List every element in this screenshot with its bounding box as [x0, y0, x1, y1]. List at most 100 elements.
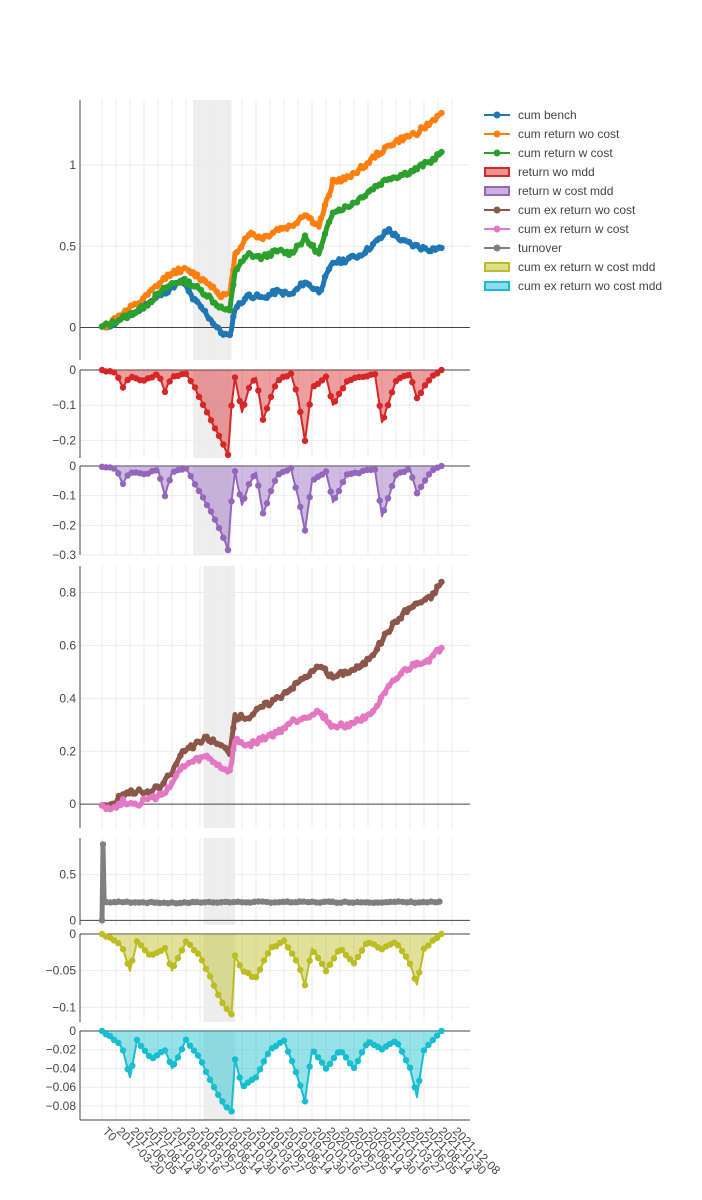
- data-point: [233, 249, 241, 256]
- legend-item[interactable]: cum ex return w cost mdd: [484, 257, 662, 276]
- legend-item[interactable]: cum return wo cost: [484, 124, 662, 143]
- data-point: [202, 1068, 210, 1076]
- data-point: [309, 711, 317, 718]
- y-tick-label: −0.2: [52, 433, 76, 447]
- data-point: [129, 1062, 136, 1069]
- data-point: [438, 930, 445, 938]
- data-point: [405, 238, 413, 246]
- data-point: [224, 546, 232, 554]
- data-point: [236, 962, 243, 969]
- highlight-region: [203, 838, 235, 925]
- data-point: [297, 241, 305, 248]
- legend-item[interactable]: cum ex return wo cost: [484, 200, 662, 219]
- data-point: [190, 1047, 198, 1054]
- data-point: [237, 244, 245, 251]
- data-point: [325, 218, 333, 226]
- data-point: [301, 982, 309, 989]
- data-point: [429, 155, 437, 162]
- data-point: [203, 501, 211, 509]
- legend-item[interactable]: return w cost mdd: [484, 181, 662, 200]
- data-point: [365, 655, 373, 663]
- data-point: [110, 369, 118, 376]
- data-point: [186, 1042, 194, 1049]
- data-point: [173, 772, 180, 779]
- legend-item[interactable]: cum return w cost: [484, 143, 662, 162]
- data-point: [241, 254, 249, 261]
- data-point: [156, 785, 163, 792]
- data-point: [353, 199, 361, 206]
- data-point: [292, 957, 300, 964]
- data-point: [425, 121, 433, 129]
- data-point: [310, 948, 318, 956]
- data-point: [376, 402, 383, 409]
- data-point: [119, 1047, 127, 1054]
- data-point: [345, 203, 353, 210]
- data-point: [338, 946, 346, 954]
- data-point: [205, 755, 213, 762]
- data-point: [260, 957, 268, 964]
- data-point: [199, 494, 207, 501]
- data-point: [350, 1064, 358, 1072]
- data-point: [195, 393, 203, 400]
- data-point: [182, 465, 190, 472]
- data-point: [337, 720, 345, 727]
- data-point: [429, 652, 437, 659]
- data-point: [438, 244, 445, 252]
- data-point: [194, 950, 202, 957]
- data-point: [326, 961, 334, 968]
- series-line: [100, 226, 443, 338]
- data-point: [161, 388, 169, 396]
- data-point: [124, 1065, 131, 1073]
- data-point: [177, 752, 184, 759]
- data-point: [354, 1057, 362, 1065]
- data-point: [380, 507, 388, 514]
- series-line: [100, 580, 444, 809]
- data-point: [377, 234, 385, 242]
- data-point: [425, 1041, 432, 1049]
- data-point: [223, 1005, 230, 1013]
- data-point: [321, 230, 329, 237]
- y-tick-label: −0.02: [46, 1043, 77, 1057]
- data-point: [313, 247, 321, 255]
- data-point: [215, 1091, 222, 1099]
- data-point: [339, 478, 347, 486]
- data-point: [264, 950, 272, 957]
- data-point: [293, 285, 301, 293]
- legend-item[interactable]: cum ex return w cost: [484, 219, 662, 238]
- data-point: [187, 472, 194, 480]
- legend-item[interactable]: cum ex return wo cost mdd: [484, 276, 662, 295]
- data-point: [322, 373, 330, 380]
- data-point: [133, 938, 141, 945]
- data-point: [353, 169, 361, 177]
- legend-swatch-icon: [484, 261, 510, 272]
- legend-item[interactable]: cum bench: [484, 105, 662, 124]
- legend-item[interactable]: turnover: [484, 238, 662, 257]
- data-point: [416, 969, 423, 976]
- data-point: [166, 378, 173, 385]
- series-turnover: [98, 841, 443, 924]
- data-point: [287, 370, 295, 377]
- data-point: [317, 215, 325, 222]
- data-point: [250, 377, 257, 384]
- area-fill: [102, 370, 442, 455]
- data-point: [327, 393, 334, 400]
- data-point: [261, 736, 269, 743]
- legend-item[interactable]: return wo mdd: [484, 162, 662, 181]
- data-point: [322, 468, 330, 475]
- data-point: [228, 402, 235, 409]
- data-point: [267, 487, 275, 495]
- data-point: [425, 658, 433, 665]
- data-point: [292, 484, 299, 491]
- data-point: [131, 309, 139, 317]
- data-point: [110, 465, 118, 472]
- y-tick-label: 0: [69, 1024, 76, 1038]
- data-point: [377, 694, 385, 701]
- y-tick-label: 0.6: [59, 638, 76, 652]
- data-point: [371, 466, 379, 473]
- y-tick-label: 0: [69, 363, 76, 377]
- legend-swatch-icon: [484, 185, 510, 196]
- legend-label: cum bench: [518, 107, 577, 122]
- data-point: [195, 487, 203, 495]
- legend-label: cum return w cost: [518, 145, 613, 160]
- data-point: [413, 131, 421, 139]
